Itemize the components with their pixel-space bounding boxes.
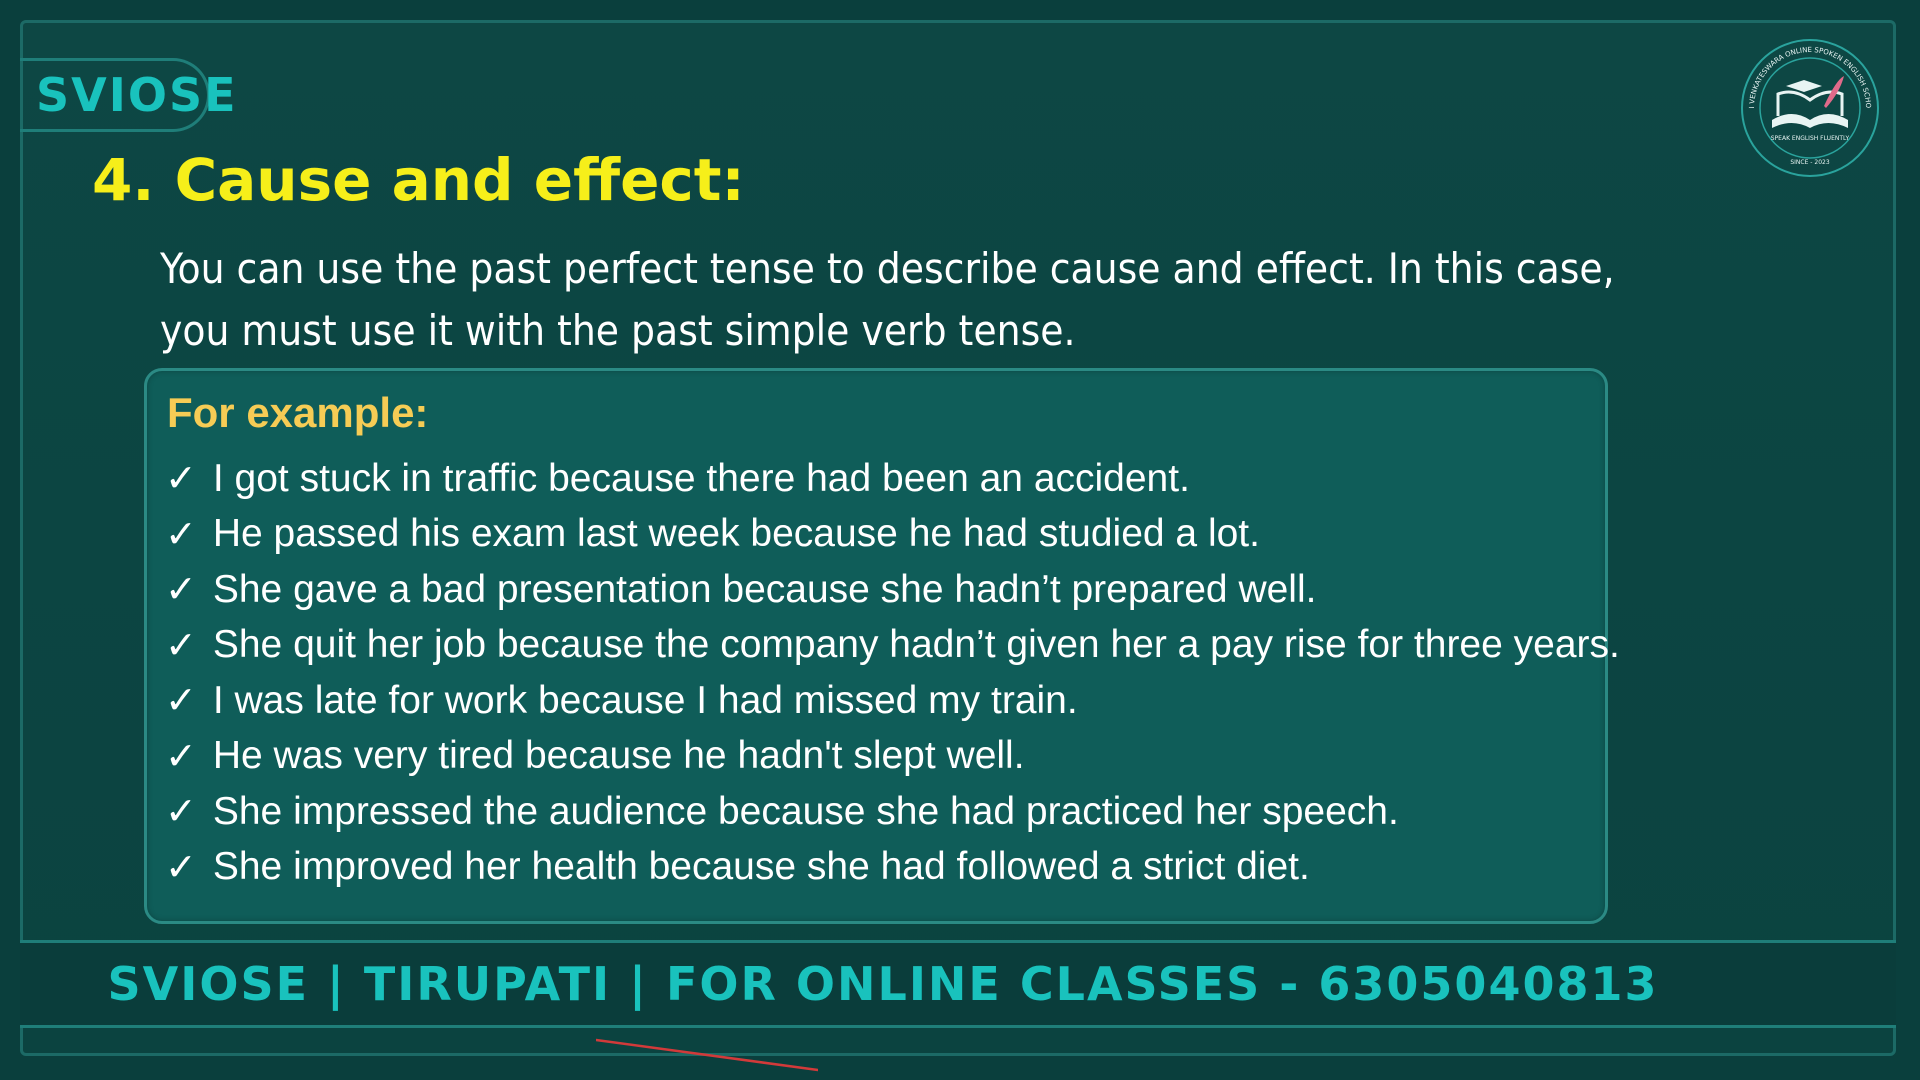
svg-text:SINCE - 2023: SINCE - 2023 (1790, 159, 1829, 166)
example-sentence: He was very tired because he hadn't slep… (212, 734, 1025, 778)
check-icon: ✓ (165, 735, 197, 778)
list-item: ✓ He was very tired because he hadn't sle… (165, 729, 1620, 785)
example-title: For example: (167, 389, 429, 436)
example-sentence: She impressed the audience because she h… (212, 789, 1399, 833)
example-box: For example: ✓ I got stuck in traffic bec… (144, 368, 1620, 924)
list-item: ✓ She improved her health because she had… (165, 840, 1620, 896)
footer-bar: SVIOSE | TIRUPATI | FOR ONLINE CLASSES -… (20, 940, 1896, 1028)
example-list: ✓ I got stuck in traffic because there ha… (165, 451, 1620, 895)
brand-tab: SVIOSE (20, 58, 236, 132)
example-sentence: I got stuck in traffic because there had… (212, 456, 1190, 500)
check-icon: ✓ (165, 680, 197, 723)
svg-text:SPEAK ENGLISH FLUENTLY: SPEAK ENGLISH FLUENTLY (1771, 135, 1850, 142)
footer-contact-text: SVIOSE | TIRUPATI | FOR ONLINE CLASSES -… (107, 957, 1659, 1011)
list-item: ✓ He passed his exam last week because he… (165, 507, 1620, 563)
example-sentence: She quit her job because the company had… (212, 623, 1620, 667)
example-sentence: He passed his exam last week because he … (212, 512, 1260, 556)
check-icon: ✓ (165, 458, 197, 501)
list-item: ✓ She quit her job because the company ha… (165, 618, 1620, 674)
check-icon: ✓ (165, 846, 197, 889)
school-logo-icon: SPEAK ENGLISH FLUENTLY SINCE - 2023 SRI … (1738, 36, 1879, 177)
section-heading: 4. Cause and effect: (92, 146, 745, 214)
list-item: ✓ I was late for work because I had misse… (165, 673, 1620, 729)
example-sentence: She improved her health because she had … (212, 845, 1310, 889)
intro-paragraph: You can use the past perfect tense to de… (160, 244, 1615, 355)
example-sentence: I was late for work because I had missed… (212, 678, 1078, 722)
list-item: ✓ She gave a bad presentation because she… (165, 562, 1620, 618)
list-item: ✓ I got stuck in traffic because there ha… (165, 451, 1620, 507)
check-icon: ✓ (165, 513, 197, 556)
example-sentence: She gave a bad presentation because she … (212, 567, 1317, 611)
check-icon: ✓ (165, 791, 197, 834)
list-item: ✓ She impressed the audience because she … (165, 784, 1620, 840)
red-annotation-stroke (596, 1038, 818, 1072)
check-icon: ✓ (165, 624, 197, 667)
check-icon: ✓ (165, 569, 197, 612)
